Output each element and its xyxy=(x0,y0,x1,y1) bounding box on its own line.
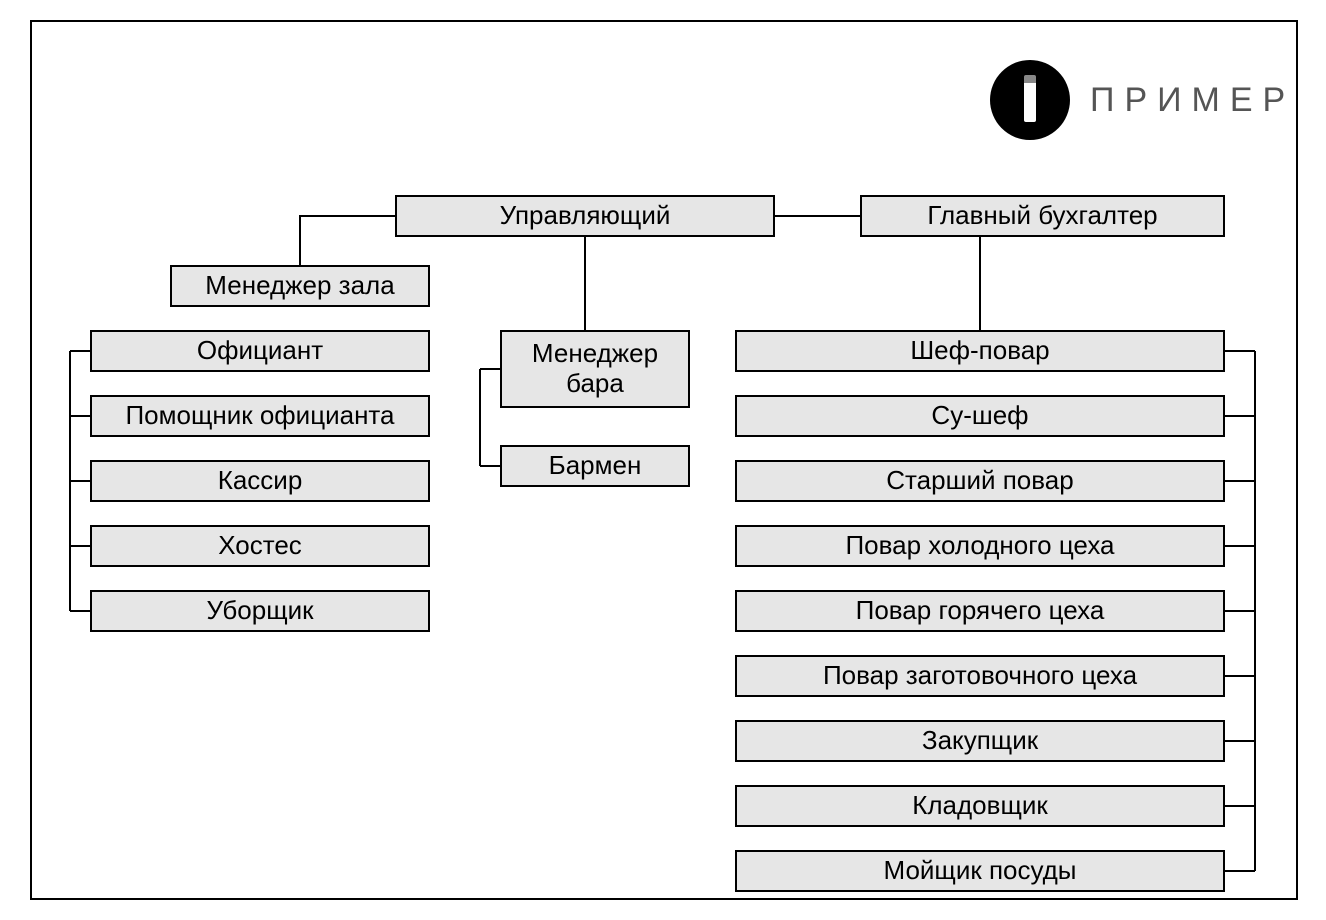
node-manager: Управляющий xyxy=(395,195,775,237)
org-chart-frame: ПРИМЕР Управляющий Главный бухгалтер Менед… xyxy=(0,0,1326,920)
info-icon xyxy=(990,60,1070,140)
node-sous_chef: Су-шеф xyxy=(735,395,1225,437)
node-bar_mgr: Менеджер бара xyxy=(500,330,690,408)
node-prep_cook: Повар заготовочного цеха xyxy=(735,655,1225,697)
node-cashier: Кассир xyxy=(90,460,430,502)
node-hot_cook: Повар горячего цеха xyxy=(735,590,1225,632)
node-dishwasher: Мойщик посуды xyxy=(735,850,1225,892)
node-chef: Шеф-повар xyxy=(735,330,1225,372)
node-purchaser: Закупщик xyxy=(735,720,1225,762)
node-cleaner: Уборщик xyxy=(90,590,430,632)
node-accountant: Главный бухгалтер xyxy=(860,195,1225,237)
node-storekeeper: Кладовщик xyxy=(735,785,1225,827)
node-waiter: Официант xyxy=(90,330,430,372)
node-hostess: Хостес xyxy=(90,525,430,567)
node-cold_cook: Повар холодного цеха xyxy=(735,525,1225,567)
node-senior_cook: Старший повар xyxy=(735,460,1225,502)
node-barman: Бармен xyxy=(500,445,690,487)
header: ПРИМЕР xyxy=(990,60,1295,140)
node-hall_mgr: Менеджер зала xyxy=(170,265,430,307)
header-label: ПРИМЕР xyxy=(1090,81,1295,120)
node-waiter_asst: Помощник официанта xyxy=(90,395,430,437)
